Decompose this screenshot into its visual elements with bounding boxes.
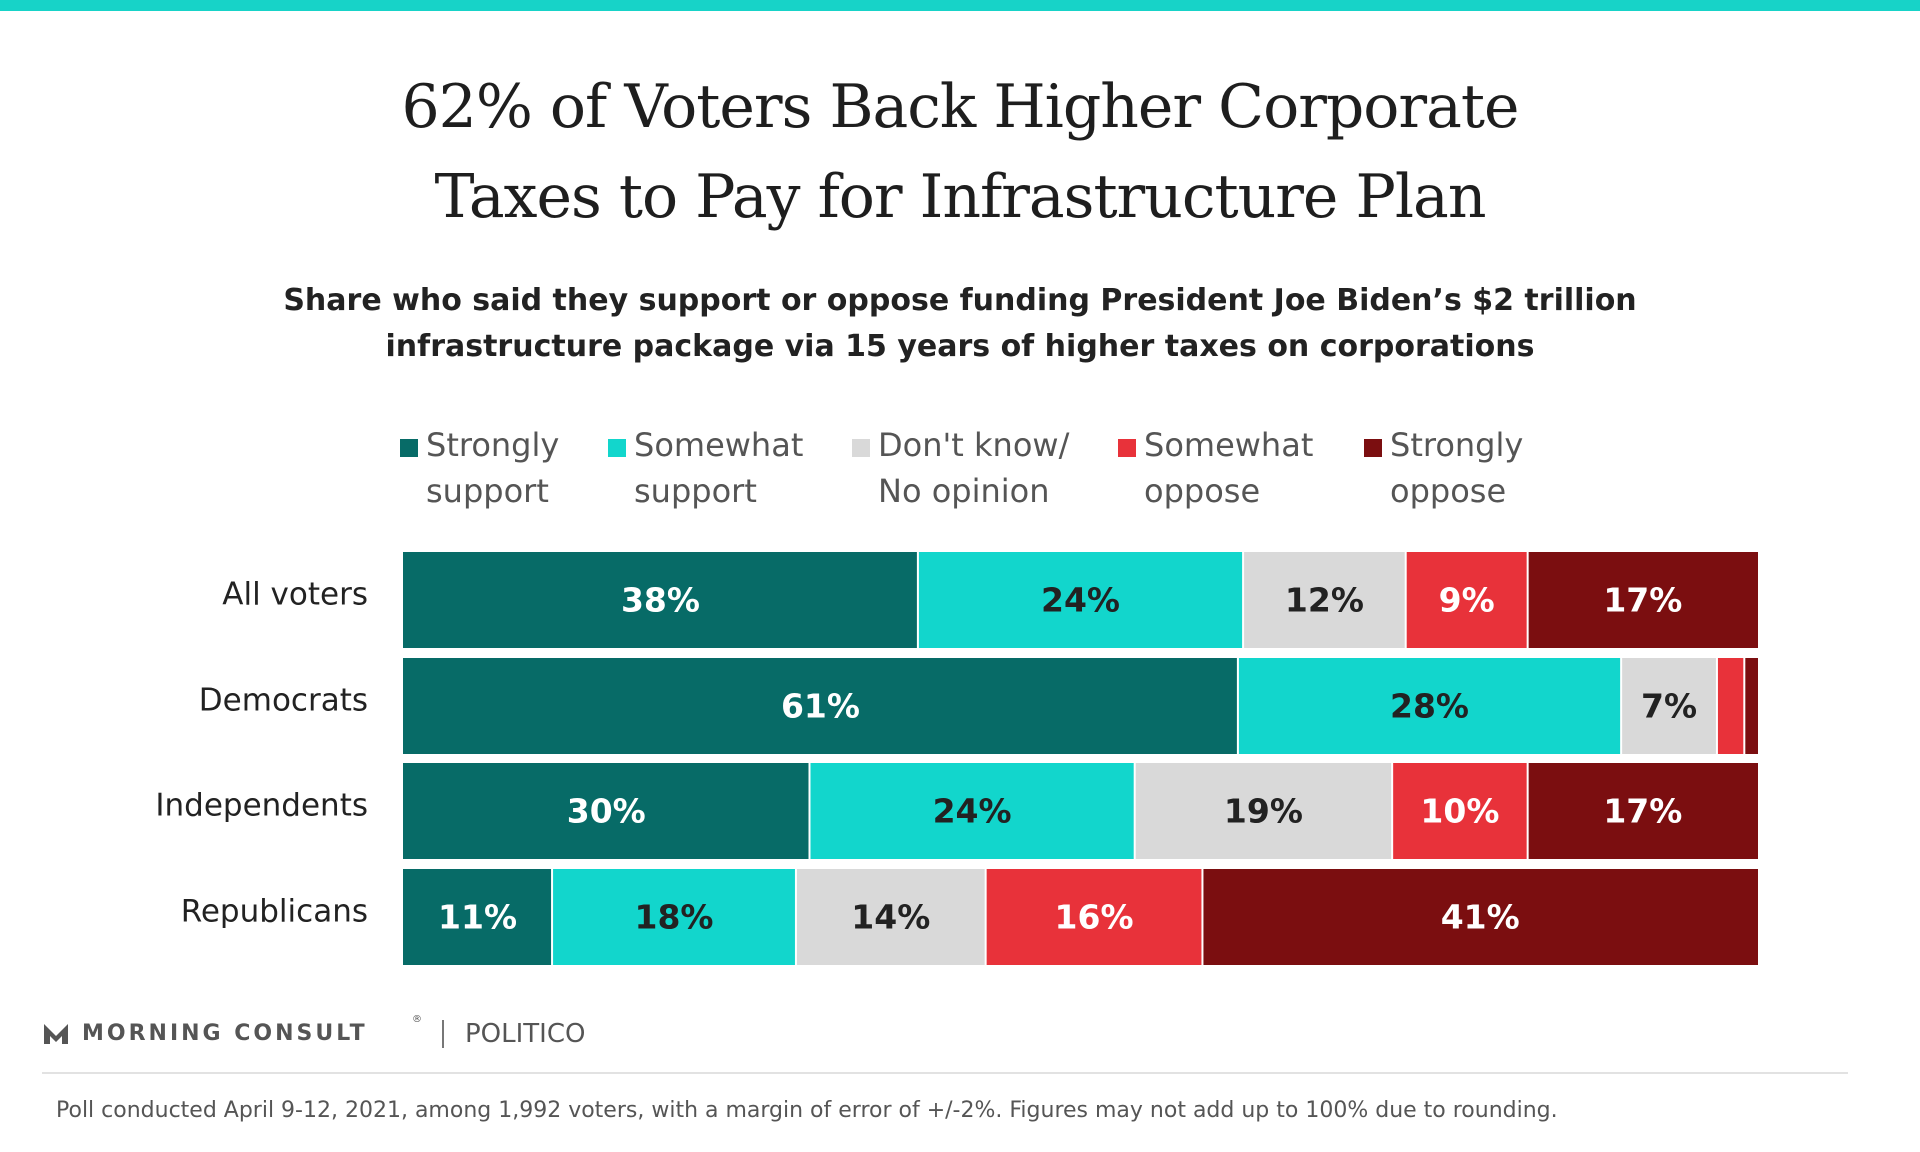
data-label: 24% [1041, 581, 1120, 620]
bar-segment [917, 552, 1244, 648]
data-label: 7% [1641, 687, 1697, 726]
bar-segment-separator [1242, 552, 1245, 648]
bar-segment [1527, 763, 1758, 859]
bar-segment [1405, 552, 1528, 648]
bar-segment-separator [1743, 658, 1746, 754]
bar-segment-separator [916, 552, 919, 648]
morning-consult-wordmark: MORNING CONSULT [82, 1021, 368, 1046]
bar-segment-separator [984, 869, 987, 965]
chart-title-line-1: 62% of Voters Back Higher Corporate [401, 72, 1520, 142]
bar-segment [809, 763, 1135, 859]
category-label: Independents [155, 788, 368, 824]
data-label: 9% [1439, 581, 1495, 620]
data-label: 24% [933, 792, 1012, 831]
chart-subtitle-line-1: Share who said they support or oppose fu… [283, 283, 1637, 318]
bar-segment-separator [808, 763, 811, 859]
data-label: 61% [781, 687, 860, 726]
data-label: 17% [1603, 792, 1682, 831]
bar-segment [403, 658, 1238, 754]
registered-mark: ® [412, 1014, 422, 1025]
data-label: 10% [1420, 792, 1499, 831]
bar-segment [403, 552, 918, 648]
chart-subtitle: Share who said they support or oppose fu… [160, 278, 1760, 370]
bar-segment [1716, 658, 1745, 754]
bar-segment [1237, 658, 1622, 754]
category-label: Republicans [181, 894, 368, 930]
data-label: 30% [567, 792, 646, 831]
chart-subtitle-line-2: infrastructure package via 15 years of h… [385, 329, 1535, 364]
data-label: 28% [1390, 687, 1469, 726]
bar-segment [1527, 552, 1758, 648]
bar-segment-separator [794, 869, 797, 965]
bar-segment-separator [1133, 763, 1136, 859]
bar-segment [403, 763, 810, 859]
bar-segment [552, 869, 796, 965]
bar-segment [1202, 869, 1758, 965]
bar-segment-separator [551, 869, 554, 965]
data-label: 41% [1441, 898, 1520, 937]
bar-segment [1621, 658, 1717, 754]
top-accent-bar [0, 0, 1920, 11]
logo-divider [442, 1020, 444, 1048]
data-label: 11% [438, 898, 517, 937]
bar-segment-separator [1526, 552, 1529, 648]
data-label: 19% [1224, 792, 1303, 831]
data-label: 17% [1603, 581, 1682, 620]
morning-consult-logo-icon [44, 1024, 68, 1044]
category-label: All voters [222, 577, 368, 613]
data-label: 18% [635, 898, 714, 937]
stacked-bar-chart: All voters 38% 24% 12% 9% 17% Democrats 61% 28% 7… [155, 552, 1758, 965]
data-label: 16% [1055, 898, 1134, 937]
bar-segment-separator [1715, 658, 1718, 754]
bar-segment [985, 869, 1203, 965]
bar-segment [1134, 763, 1393, 859]
data-label: 12% [1285, 581, 1364, 620]
bar-segment [795, 869, 986, 965]
bar-segment [1744, 658, 1758, 754]
bar-segment-separator [1201, 869, 1204, 965]
bar-segment-separator [1404, 552, 1407, 648]
bar-segment-separator [1526, 763, 1529, 859]
chart-title: 62% of Voters Back Higher Corporate Taxe… [160, 62, 1760, 242]
data-label: 14% [851, 898, 930, 937]
bar-segment-separator [1391, 763, 1394, 859]
bar-segment [1392, 763, 1528, 859]
data-label: 38% [621, 581, 700, 620]
bar-segment [1243, 552, 1406, 648]
footer-divider [42, 1072, 1848, 1074]
category-label: Democrats [199, 683, 368, 719]
politico-wordmark: POLITICO [465, 1019, 586, 1049]
bar-segment [403, 869, 553, 965]
chart-title-line-2: Taxes to Pay for Infrastructure Plan [434, 162, 1487, 232]
footnote: Poll conducted April 9-12, 2021, among 1… [56, 1098, 1558, 1123]
bar-segment-separator [1236, 658, 1239, 754]
bar-segment-separator [1620, 658, 1623, 754]
